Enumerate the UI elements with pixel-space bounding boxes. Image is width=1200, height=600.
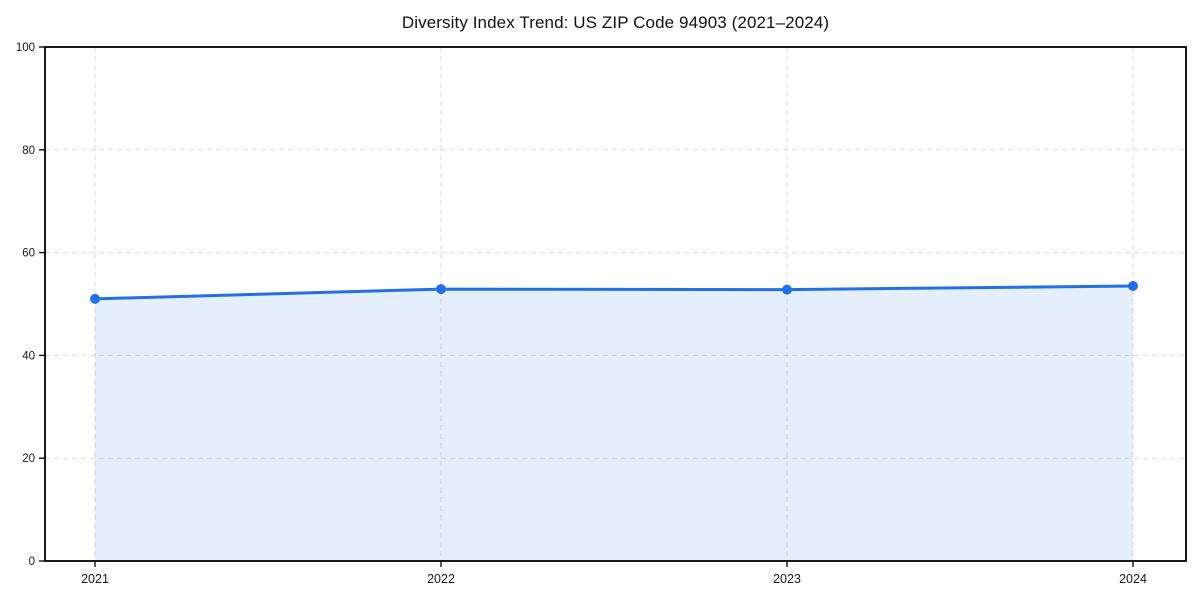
area-fill	[95, 286, 1133, 561]
x-tick-label: 2023	[773, 572, 801, 586]
x-tick-label: 2022	[427, 572, 455, 586]
y-tick-label: 0	[29, 556, 35, 568]
chart-title: Diversity Index Trend: US ZIP Code 94903…	[401, 13, 830, 32]
data-point-marker	[1128, 281, 1138, 292]
y-tick-label: 100	[16, 42, 35, 54]
data-point-marker	[782, 284, 792, 295]
y-tick-label: 40	[22, 350, 35, 362]
data-point-marker	[436, 284, 446, 295]
x-tick-label: 2021	[81, 572, 109, 586]
plot-border	[44, 46, 1187, 562]
y-tick-label: 80	[22, 145, 35, 157]
trend-line	[93, 284, 1135, 301]
data-point-marker	[90, 293, 100, 304]
y-tick-label: 60	[22, 248, 35, 260]
x-tick-label: 2024	[1119, 572, 1147, 586]
y-tick-label: 20	[22, 453, 35, 465]
